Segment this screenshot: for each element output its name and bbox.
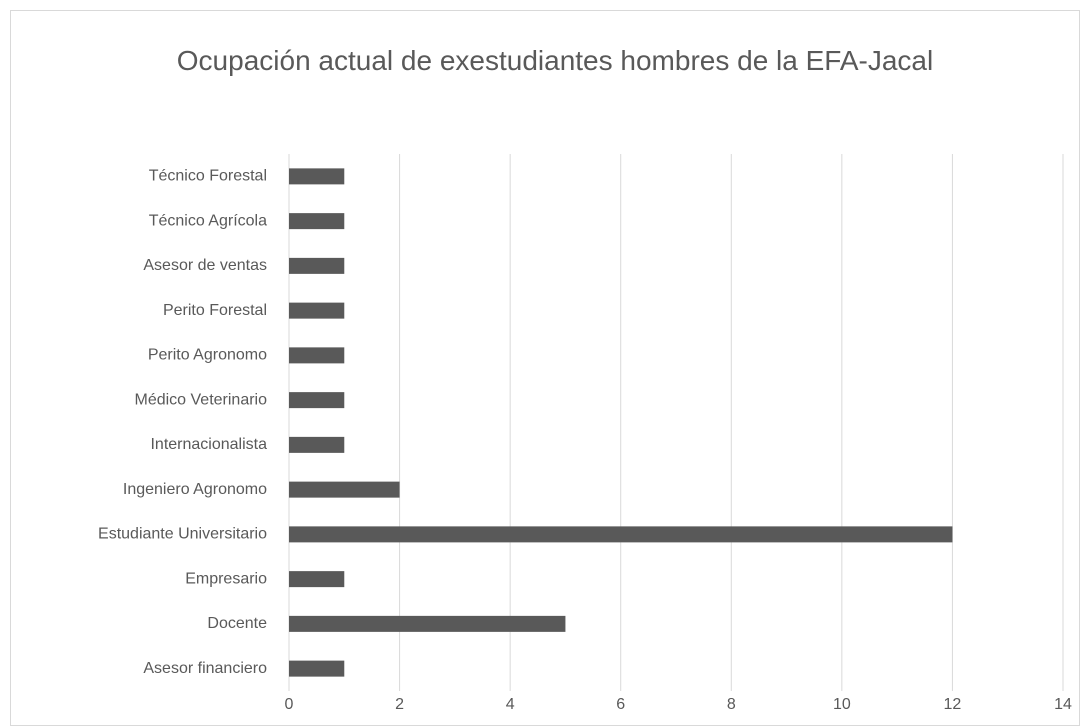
bar xyxy=(289,481,400,498)
x-tick-label: 4 xyxy=(506,696,515,713)
y-tick-label: Ingeniero Agronomo xyxy=(123,481,267,498)
y-tick-label: Médico Veterinario xyxy=(134,391,267,408)
bar xyxy=(289,168,345,185)
y-tick-label: Empresario xyxy=(185,570,267,587)
x-tick-label: 0 xyxy=(285,696,294,713)
x-tick-label: 6 xyxy=(616,696,625,713)
y-tick-label: Asesor de ventas xyxy=(143,257,267,274)
bar xyxy=(289,615,566,632)
bar xyxy=(289,392,345,409)
bar xyxy=(289,347,345,364)
y-tick-label: Estudiante Universitario xyxy=(98,526,267,543)
x-tick-label: 2 xyxy=(395,696,404,713)
x-tick-label: 10 xyxy=(833,696,851,713)
x-tick-label: 12 xyxy=(944,696,962,713)
y-tick-label: Asesor financiero xyxy=(143,660,267,677)
y-tick-label: Perito Agronomo xyxy=(148,347,267,364)
y-tick-label: Internacionalista xyxy=(150,436,267,453)
bar xyxy=(289,302,345,319)
y-tick-label: Perito Forestal xyxy=(163,302,267,319)
bar xyxy=(289,660,345,677)
x-tick-label: 8 xyxy=(727,696,736,713)
bar xyxy=(289,526,953,543)
y-tick-label: Técnico Agrícola xyxy=(149,212,267,229)
bar xyxy=(289,571,345,588)
y-tick-label: Docente xyxy=(207,615,267,632)
bar xyxy=(289,257,345,274)
chart-frame xyxy=(10,10,1080,726)
bar xyxy=(289,436,345,453)
chart-title: Ocupación actual de exestudiantes hombre… xyxy=(176,45,934,76)
bar xyxy=(289,213,345,230)
x-tick-label: 14 xyxy=(1054,696,1072,713)
y-tick-label: Técnico Forestal xyxy=(149,168,267,185)
